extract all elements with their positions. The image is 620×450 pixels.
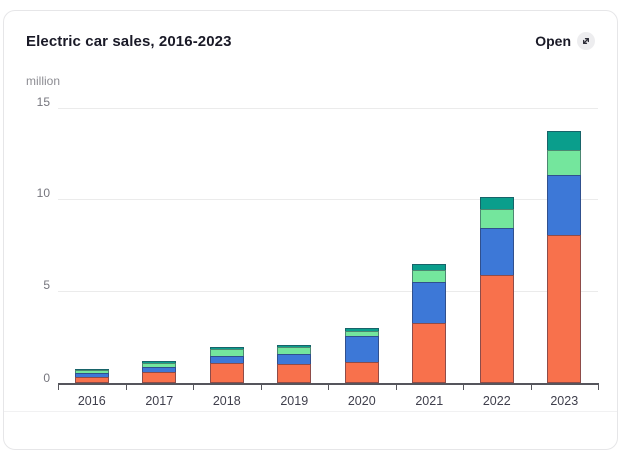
bars-container: [58, 96, 598, 383]
bar-group-2021: [396, 96, 464, 383]
x-axis-label-2019: 2019: [280, 394, 309, 408]
x-axis-tick: [598, 383, 599, 390]
x-axis-tick: [260, 383, 262, 390]
stacked-bar-2019[interactable]: [277, 344, 312, 383]
x-axis-label-2022: 2022: [482, 394, 511, 408]
orange-bottom-segment-2023[interactable]: [547, 234, 582, 383]
green-segment-2016[interactable]: [74, 369, 109, 373]
x-axis-tick: [530, 383, 532, 390]
teal-top-segment-2016[interactable]: [74, 368, 109, 370]
gridline-5: [58, 290, 598, 292]
x-axis-tick: [328, 383, 329, 390]
x-axis-tick: [395, 383, 397, 390]
teal-top-segment-2017[interactable]: [142, 361, 177, 364]
x-axis-label-2020: 2020: [347, 394, 376, 408]
teal-top-segment-2019[interactable]: [277, 344, 312, 348]
green-segment-2018[interactable]: [209, 349, 244, 356]
y-tick-label-15: 15: [36, 94, 50, 109]
blue-segment-2021[interactable]: [412, 281, 447, 323]
card-header: Electric car sales, 2016-2023 Open: [4, 11, 617, 50]
stacked-bar-2022[interactable]: [479, 196, 514, 383]
orange-bottom-segment-2018[interactable]: [209, 363, 244, 383]
stacked-bar-2016[interactable]: [74, 368, 109, 383]
y-tick-label-5: 5: [43, 277, 50, 292]
bar-group-2023: [531, 96, 599, 383]
stacked-bar-2018[interactable]: [209, 347, 244, 383]
x-axis-tick: [125, 383, 127, 390]
green-segment-2017[interactable]: [142, 363, 177, 367]
green-segment-2020[interactable]: [344, 330, 379, 337]
stacked-bar-2017[interactable]: [142, 361, 177, 383]
y-tick-label-0: 0: [43, 371, 50, 385]
gridline-10: [58, 199, 598, 201]
teal-top-segment-2018[interactable]: [209, 347, 244, 350]
gridline-15: [58, 107, 598, 109]
open-button-label: Open: [535, 33, 571, 49]
blue-segment-2019[interactable]: [277, 353, 312, 364]
green-segment-2022[interactable]: [479, 209, 514, 228]
green-segment-2023[interactable]: [547, 149, 582, 176]
x-axis-label-2021: 2021: [415, 394, 444, 408]
teal-top-segment-2023[interactable]: [547, 130, 582, 150]
card-footer-divider: [4, 411, 617, 412]
x-axis-label-2018: 2018: [212, 394, 241, 408]
y-axis-unit-label: million: [26, 74, 61, 88]
bar-group-2018: [193, 96, 261, 383]
plot-area: 0 5 10 15: [37, 95, 599, 390]
teal-top-segment-2022[interactable]: [479, 196, 514, 210]
x-axis-label-2017: 2017: [145, 394, 174, 408]
bar-group-2016: [58, 96, 126, 383]
green-segment-2019[interactable]: [277, 347, 312, 354]
chart-card: Electric car sales, 2016-2023 Open milli…: [3, 10, 618, 450]
open-button[interactable]: Open: [535, 32, 595, 50]
blue-segment-2018[interactable]: [209, 355, 244, 364]
blue-segment-2017[interactable]: [142, 366, 177, 373]
orange-bottom-segment-2020[interactable]: [344, 361, 379, 383]
x-axis-tick: [58, 383, 59, 390]
x-axis-label-2023: 2023: [550, 394, 579, 408]
stacked-bar-2021[interactable]: [412, 263, 447, 383]
orange-bottom-segment-2021[interactable]: [412, 322, 447, 383]
bar-group-2020: [328, 96, 396, 383]
blue-segment-2022[interactable]: [479, 227, 514, 276]
x-axis-tick: [193, 383, 194, 390]
orange-bottom-segment-2016[interactable]: [74, 376, 109, 383]
y-tick-label-10: 10: [36, 186, 50, 201]
blue-segment-2020[interactable]: [344, 336, 379, 362]
blue-segment-2023[interactable]: [547, 175, 582, 235]
x-axis-label-2016: 2016: [77, 394, 106, 408]
expand-diagonal-icon[interactable]: [577, 32, 595, 50]
orange-bottom-segment-2019[interactable]: [277, 363, 312, 383]
x-axis-tick: [463, 383, 464, 390]
bar-group-2017: [126, 96, 194, 383]
x-axis-labels: 2016 2017 2018 2019 2020 2021 2022 2023: [58, 394, 598, 408]
blue-segment-2016[interactable]: [74, 372, 109, 377]
bar-group-2019: [261, 96, 329, 383]
teal-top-segment-2021[interactable]: [412, 263, 447, 270]
stacked-bar-2023[interactable]: [547, 130, 582, 383]
orange-bottom-segment-2017[interactable]: [142, 372, 177, 383]
green-segment-2021[interactable]: [412, 269, 447, 282]
stacked-bar-2020[interactable]: [344, 327, 379, 383]
teal-top-segment-2020[interactable]: [344, 327, 379, 331]
stacked-bar-chart: 0 5 10 15 2016 2017 2018 2019 2020 2021 2022 2023: [4, 95, 617, 408]
orange-bottom-segment-2022[interactable]: [479, 275, 514, 383]
bar-group-2022: [463, 96, 531, 383]
chart-title: Electric car sales, 2016-2023: [26, 32, 232, 50]
